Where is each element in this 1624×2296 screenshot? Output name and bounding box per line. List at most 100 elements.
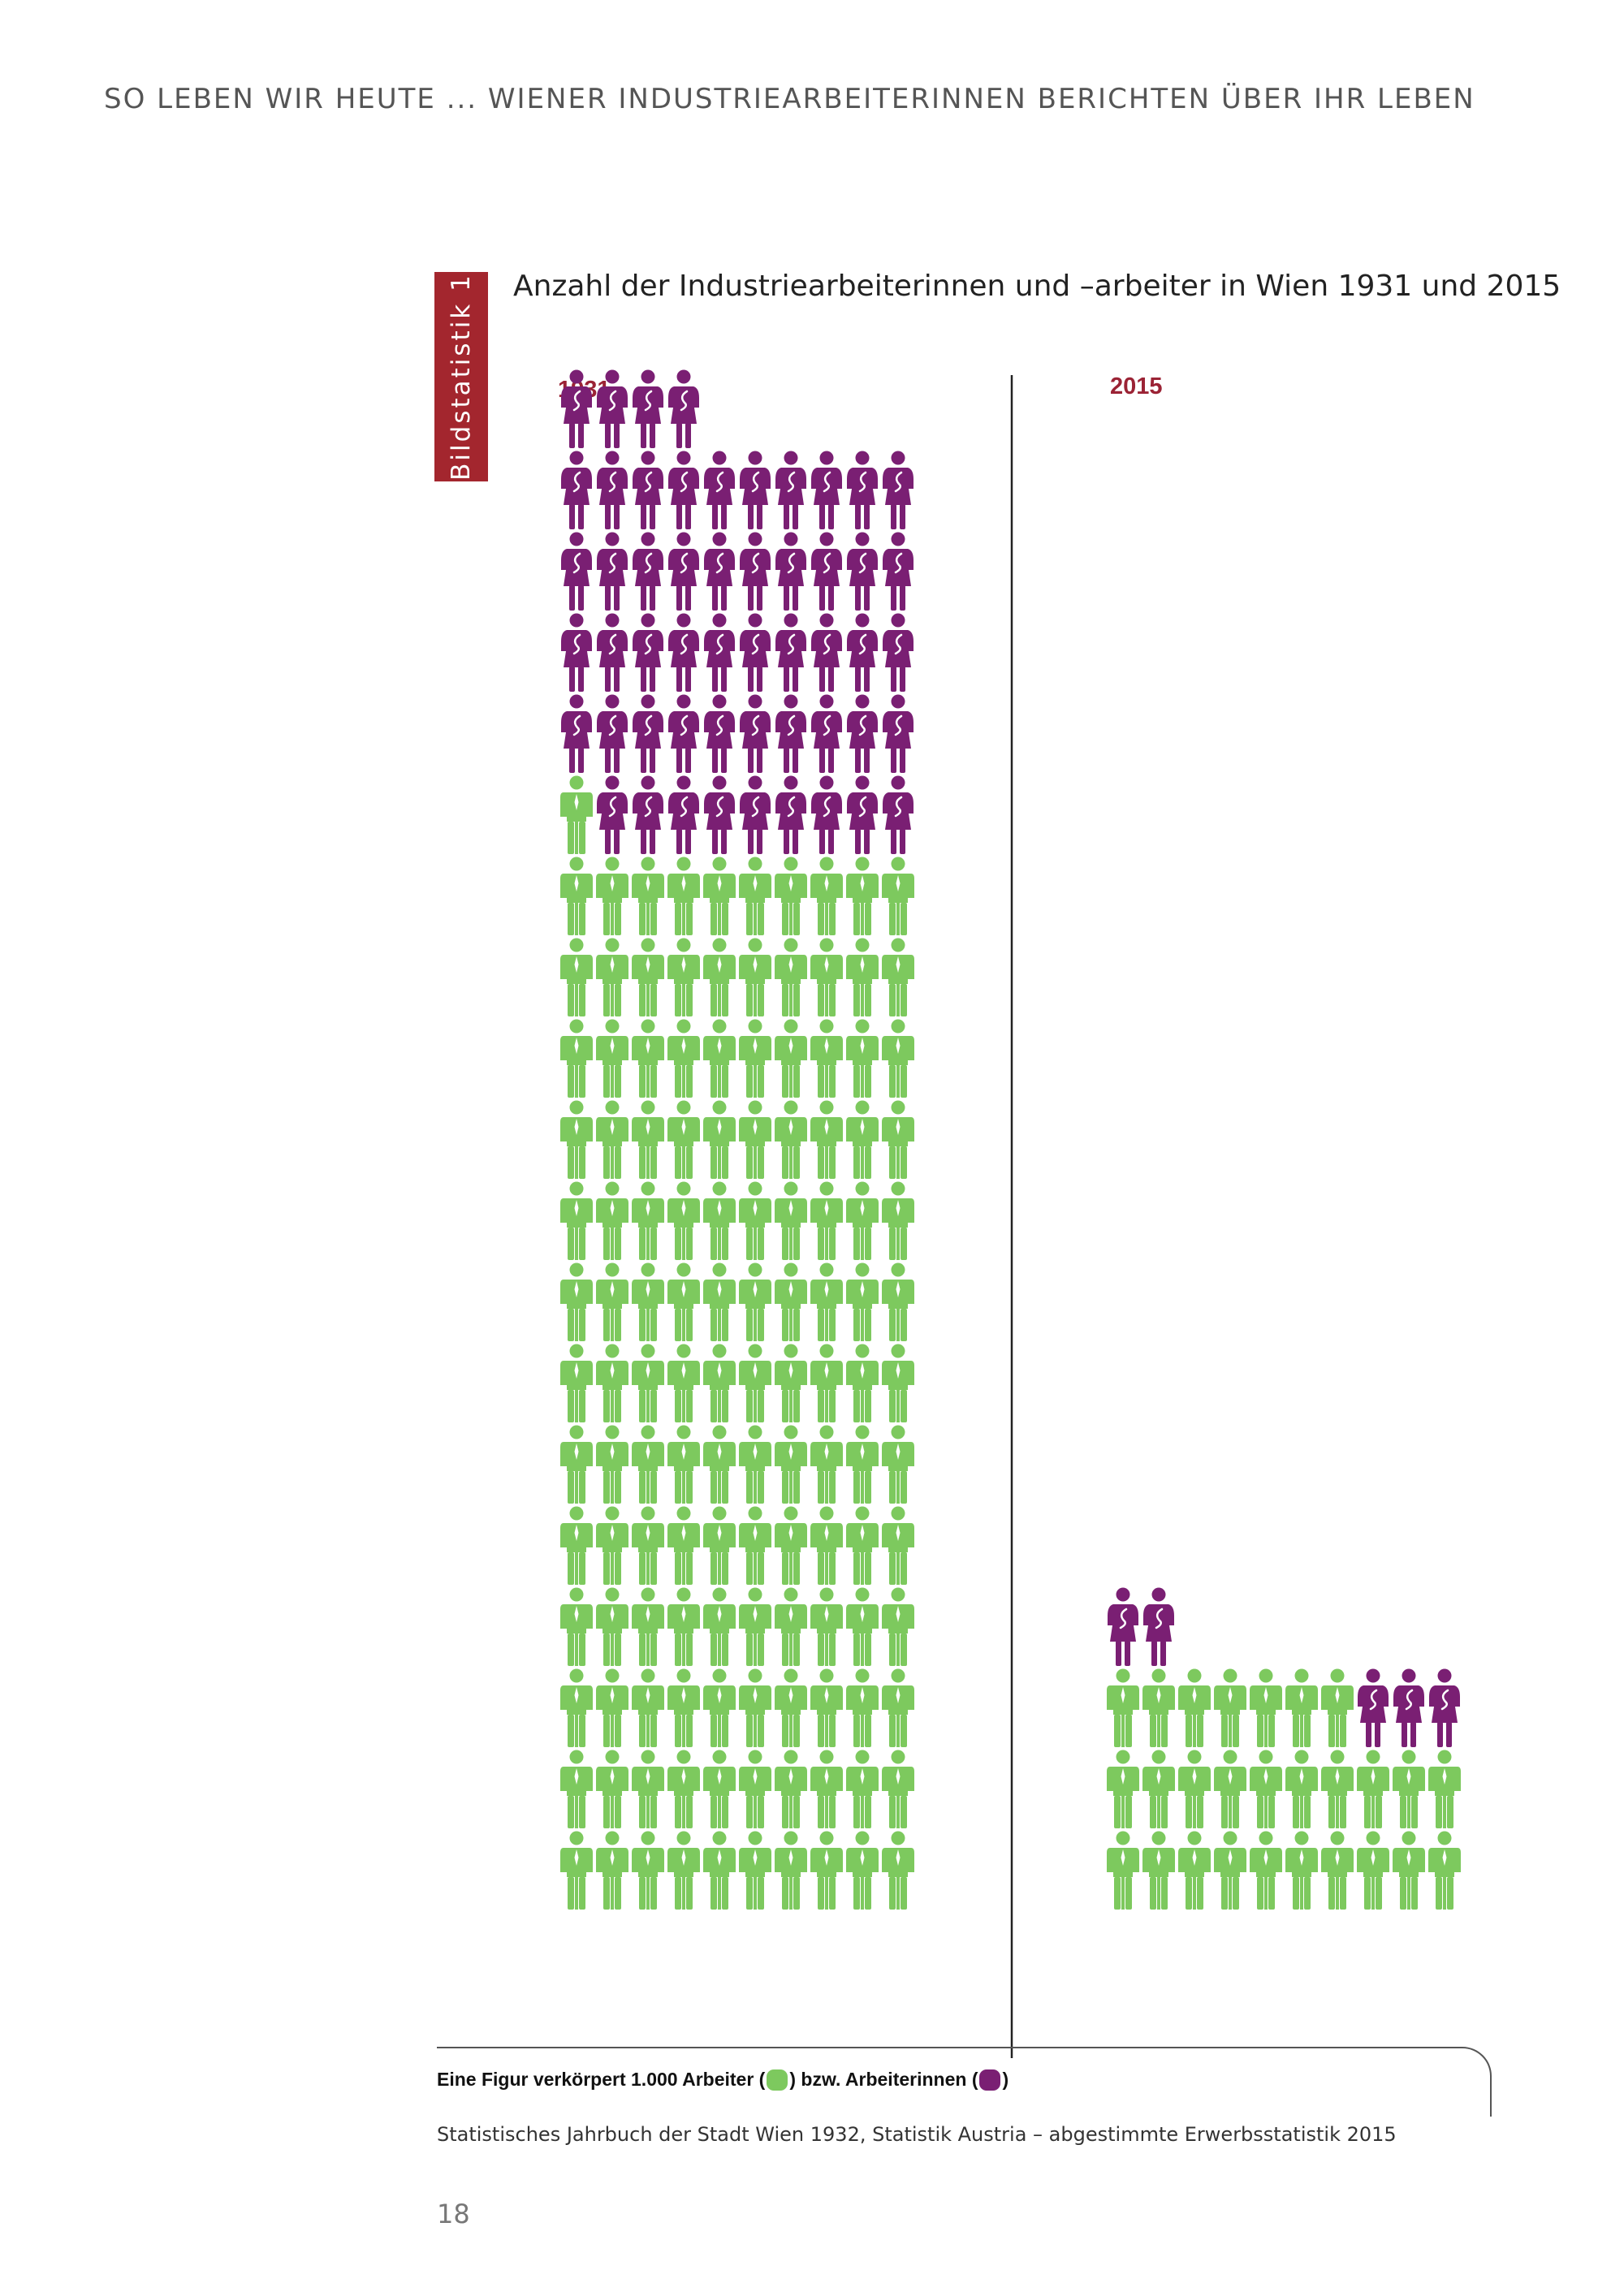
male-worker-icon-1931-49 — [882, 1506, 914, 1585]
male-worker-icon-1931-4 — [703, 1831, 736, 1910]
page-number: 18 — [437, 2199, 470, 2229]
male-worker-icon-1931-66 — [775, 1344, 807, 1422]
female-worker-icon-1931-171 — [597, 451, 628, 529]
male-worker-icon-1931-50 — [560, 1425, 593, 1504]
male-worker-icon-1931-40 — [560, 1506, 593, 1585]
male-worker-icon-2015-17 — [1357, 1750, 1389, 1828]
male-worker-icon-1931-107 — [810, 1019, 843, 1098]
male-worker-icon-1931-7 — [810, 1831, 843, 1910]
male-worker-icon-1931-53 — [667, 1425, 700, 1504]
male-worker-icon-1931-103 — [667, 1019, 700, 1098]
male-worker-icon-1931-73 — [667, 1262, 700, 1341]
male-worker-icon-1931-43 — [667, 1506, 700, 1585]
male-worker-icon-1931-108 — [846, 1019, 879, 1098]
male-worker-icon-1931-129 — [882, 857, 914, 935]
female-worker-icon-1931-165 — [740, 532, 771, 611]
male-worker-icon-1931-121 — [596, 857, 628, 935]
male-worker-icon-1931-98 — [846, 1100, 879, 1179]
female-worker-icon-1931-143 — [668, 694, 699, 773]
male-worker-icon-1931-46 — [775, 1506, 807, 1585]
male-worker-icon-1931-118 — [846, 938, 879, 1016]
male-worker-icon-1931-22 — [632, 1668, 664, 1747]
female-worker-icon-1931-136 — [775, 775, 806, 854]
male-worker-icon-2015-9 — [1428, 1831, 1461, 1910]
side-tab: Bildstatistik 1 — [434, 272, 488, 481]
female-worker-icon-1931-134 — [704, 775, 735, 854]
male-worker-icon-1931-89 — [882, 1181, 914, 1260]
female-worker-icon-1931-172 — [633, 451, 663, 529]
female-worker-icon-1931-132 — [633, 775, 663, 854]
female-worker-icon-2015-31 — [1143, 1587, 1174, 1666]
male-worker-icon-1931-115 — [739, 938, 771, 1016]
male-worker-icon-2015-14 — [1250, 1750, 1282, 1828]
female-worker-icon-1931-180 — [561, 369, 592, 448]
male-worker-icon-1931-112 — [632, 938, 664, 1016]
male-worker-icon-1931-63 — [667, 1344, 700, 1422]
male-worker-icon-1931-86 — [775, 1181, 807, 1260]
male-worker-icon-1931-110 — [560, 938, 593, 1016]
female-worker-icon-1931-154 — [704, 613, 735, 692]
male-worker-icon-1931-29 — [882, 1668, 914, 1747]
male-worker-icon-1931-8 — [846, 1831, 879, 1910]
male-worker-icon-1931-79 — [882, 1262, 914, 1341]
female-worker-icon-1931-161 — [597, 532, 628, 611]
year-label-2015: 2015 — [1110, 373, 1163, 399]
male-worker-icon-1931-65 — [739, 1344, 771, 1422]
female-worker-icon-1931-169 — [883, 532, 914, 611]
male-worker-icon-1931-101 — [596, 1019, 628, 1098]
male-worker-icon-1931-126 — [775, 857, 807, 935]
male-worker-icon-1931-14 — [703, 1750, 736, 1828]
male-worker-icon-1931-119 — [882, 938, 914, 1016]
female-worker-icon-2015-30 — [1108, 1587, 1138, 1666]
female-worker-icon-1931-150 — [561, 613, 592, 692]
male-worker-icon-2015-2 — [1178, 1831, 1211, 1910]
male-worker-icon-1931-41 — [596, 1506, 628, 1585]
female-worker-icon-1931-144 — [704, 694, 735, 773]
male-worker-icon-1931-12 — [632, 1750, 664, 1828]
male-worker-icon-2015-19 — [1428, 1750, 1461, 1828]
female-worker-icon-1931-181 — [597, 369, 628, 448]
female-worker-icon-1931-160 — [561, 532, 592, 611]
male-worker-icon-1931-24 — [703, 1668, 736, 1747]
male-worker-icon-1931-106 — [775, 1019, 807, 1098]
male-worker-icon-1931-71 — [596, 1262, 628, 1341]
male-worker-icon-1931-128 — [846, 857, 879, 935]
male-worker-icon-1931-81 — [596, 1181, 628, 1260]
female-worker-icon-1931-170 — [561, 451, 592, 529]
male-worker-icon-2015-10 — [1107, 1750, 1139, 1828]
male-worker-icon-1931-70 — [560, 1262, 593, 1341]
male-worker-icon-2015-11 — [1142, 1750, 1175, 1828]
male-worker-icon-1931-105 — [739, 1019, 771, 1098]
female-worker-icon-2015-28 — [1393, 1668, 1424, 1747]
footer-rule — [437, 2047, 1492, 2117]
male-worker-icon-1931-75 — [739, 1262, 771, 1341]
male-worker-icon-1931-0 — [560, 1831, 593, 1910]
male-worker-icon-1931-42 — [632, 1506, 664, 1585]
female-worker-icon-1931-137 — [811, 775, 842, 854]
male-worker-icon-1931-34 — [703, 1587, 736, 1666]
female-worker-icon-1931-147 — [811, 694, 842, 773]
male-worker-icon-1931-16 — [775, 1750, 807, 1828]
male-worker-icon-1931-27 — [810, 1668, 843, 1747]
female-worker-icon-1931-151 — [597, 613, 628, 692]
male-worker-icon-1931-130 — [560, 775, 593, 854]
male-worker-icon-1931-15 — [739, 1750, 771, 1828]
male-worker-icon-1931-28 — [846, 1668, 879, 1747]
female-worker-icon-1931-142 — [633, 694, 663, 773]
male-worker-icon-1931-52 — [632, 1425, 664, 1504]
male-worker-icon-1931-127 — [810, 857, 843, 935]
male-worker-icon-1931-74 — [703, 1262, 736, 1341]
legend-text-2: ) bzw. Arbeiterinnen ( — [789, 2069, 978, 2090]
female-worker-icon-1931-177 — [811, 451, 842, 529]
female-worker-icon-2015-29 — [1429, 1668, 1460, 1747]
legend-text-1: Eine Figur verkörpert 1.000 Arbeiter ( — [437, 2069, 766, 2090]
male-worker-icon-1931-120 — [560, 857, 593, 935]
male-worker-icon-1931-99 — [882, 1100, 914, 1179]
male-worker-icon-2015-5 — [1285, 1831, 1318, 1910]
male-worker-icon-2015-8 — [1393, 1831, 1425, 1910]
male-worker-icon-1931-122 — [632, 857, 664, 935]
male-worker-icon-1931-1 — [596, 1831, 628, 1910]
female-worker-icon-1931-176 — [775, 451, 806, 529]
male-worker-icon-1931-93 — [667, 1100, 700, 1179]
male-worker-icon-2015-25 — [1285, 1668, 1318, 1747]
